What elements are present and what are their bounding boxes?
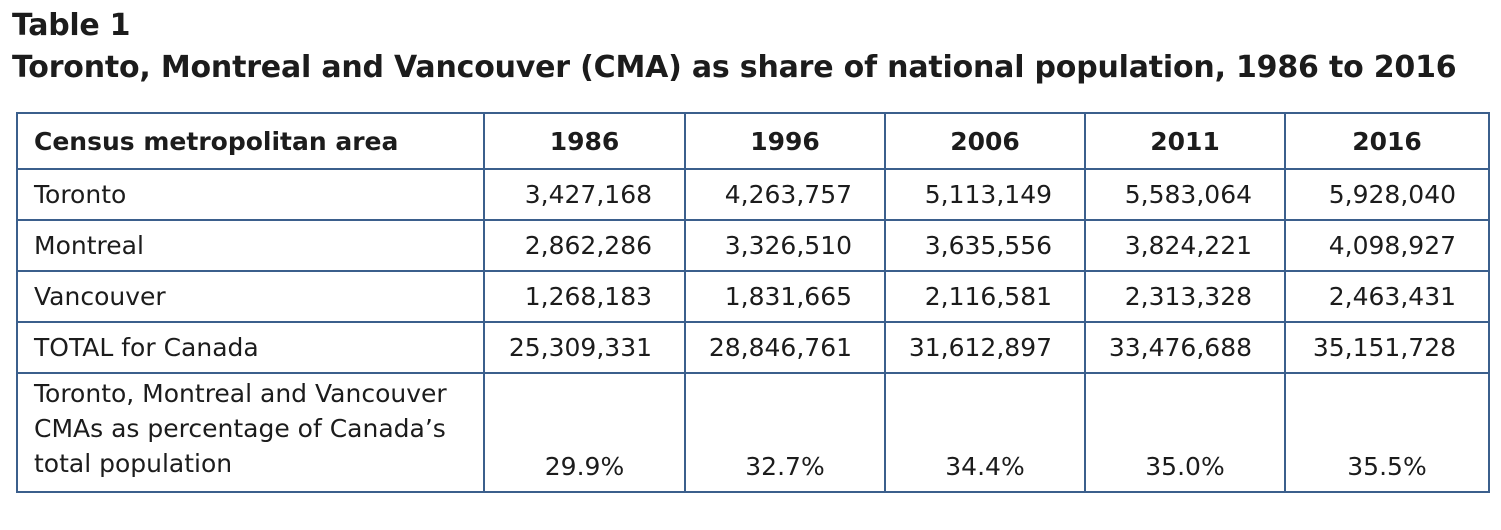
table-cell: 3,635,556 xyxy=(884,219,1086,272)
table-row-montreal: Montreal 2,862,286 3,326,510 3,635,556 3… xyxy=(16,219,1490,272)
row-label: Toronto xyxy=(16,168,485,221)
column-header-1986: 1986 xyxy=(483,112,686,170)
table-cell: 29.9% xyxy=(483,372,686,493)
table-cell: 4,098,927 xyxy=(1284,219,1490,272)
table-label: Table 1 xyxy=(12,8,131,43)
table-row-vancouver: Vancouver 1,268,183 1,831,665 2,116,581 … xyxy=(16,270,1490,323)
row-label: Vancouver xyxy=(16,270,485,323)
row-label: TOTAL for Canada xyxy=(16,321,485,374)
table-row-percentage: Toronto, Montreal and Vancouver CMAs as … xyxy=(16,372,1490,493)
table-row-total: TOTAL for Canada 25,309,331 28,846,761 3… xyxy=(16,321,1490,374)
table-cell: 32.7% xyxy=(684,372,886,493)
table-cell: 3,326,510 xyxy=(684,219,886,272)
population-table: Census metropolitan area 1986 1996 2006 … xyxy=(16,112,1490,493)
table-cell: 35.0% xyxy=(1084,372,1286,493)
table-cell: 5,928,040 xyxy=(1284,168,1490,221)
column-header-1996: 1996 xyxy=(684,112,886,170)
table-cell: 2,862,286 xyxy=(483,219,686,272)
row-label: Montreal xyxy=(16,219,485,272)
table-cell: 33,476,688 xyxy=(1084,321,1286,374)
table-cell: 28,846,761 xyxy=(684,321,886,374)
table-cell: 5,583,064 xyxy=(1084,168,1286,221)
column-header-2006: 2006 xyxy=(884,112,1086,170)
table-cell: 1,831,665 xyxy=(684,270,886,323)
table-cell: 2,116,581 xyxy=(884,270,1086,323)
table-cell: 1,268,183 xyxy=(483,270,686,323)
table-cell: 3,427,168 xyxy=(483,168,686,221)
row-label: Toronto, Montreal and Vancouver CMAs as … xyxy=(16,372,485,493)
column-header-2011: 2011 xyxy=(1084,112,1286,170)
table-heading: Table 1 Toronto, Montreal and Vancouver … xyxy=(12,6,1457,90)
table-cell: 3,824,221 xyxy=(1084,219,1286,272)
table-cell: 2,463,431 xyxy=(1284,270,1490,323)
table-cell: 4,263,757 xyxy=(684,168,886,221)
table-title: Toronto, Montreal and Vancouver (CMA) as… xyxy=(12,50,1457,85)
header-row: Census metropolitan area 1986 1996 2006 … xyxy=(16,112,1490,170)
table-cell: 31,612,897 xyxy=(884,321,1086,374)
table-cell: 25,309,331 xyxy=(483,321,686,374)
column-header-cma: Census metropolitan area xyxy=(16,112,485,170)
table-cell: 34.4% xyxy=(884,372,1086,493)
table-cell: 35,151,728 xyxy=(1284,321,1490,374)
table-row-toronto: Toronto 3,427,168 4,263,757 5,113,149 5,… xyxy=(16,168,1490,221)
table-cell: 2,313,328 xyxy=(1084,270,1286,323)
table-cell: 35.5% xyxy=(1284,372,1490,493)
table-cell: 5,113,149 xyxy=(884,168,1086,221)
column-header-2016: 2016 xyxy=(1284,112,1490,170)
